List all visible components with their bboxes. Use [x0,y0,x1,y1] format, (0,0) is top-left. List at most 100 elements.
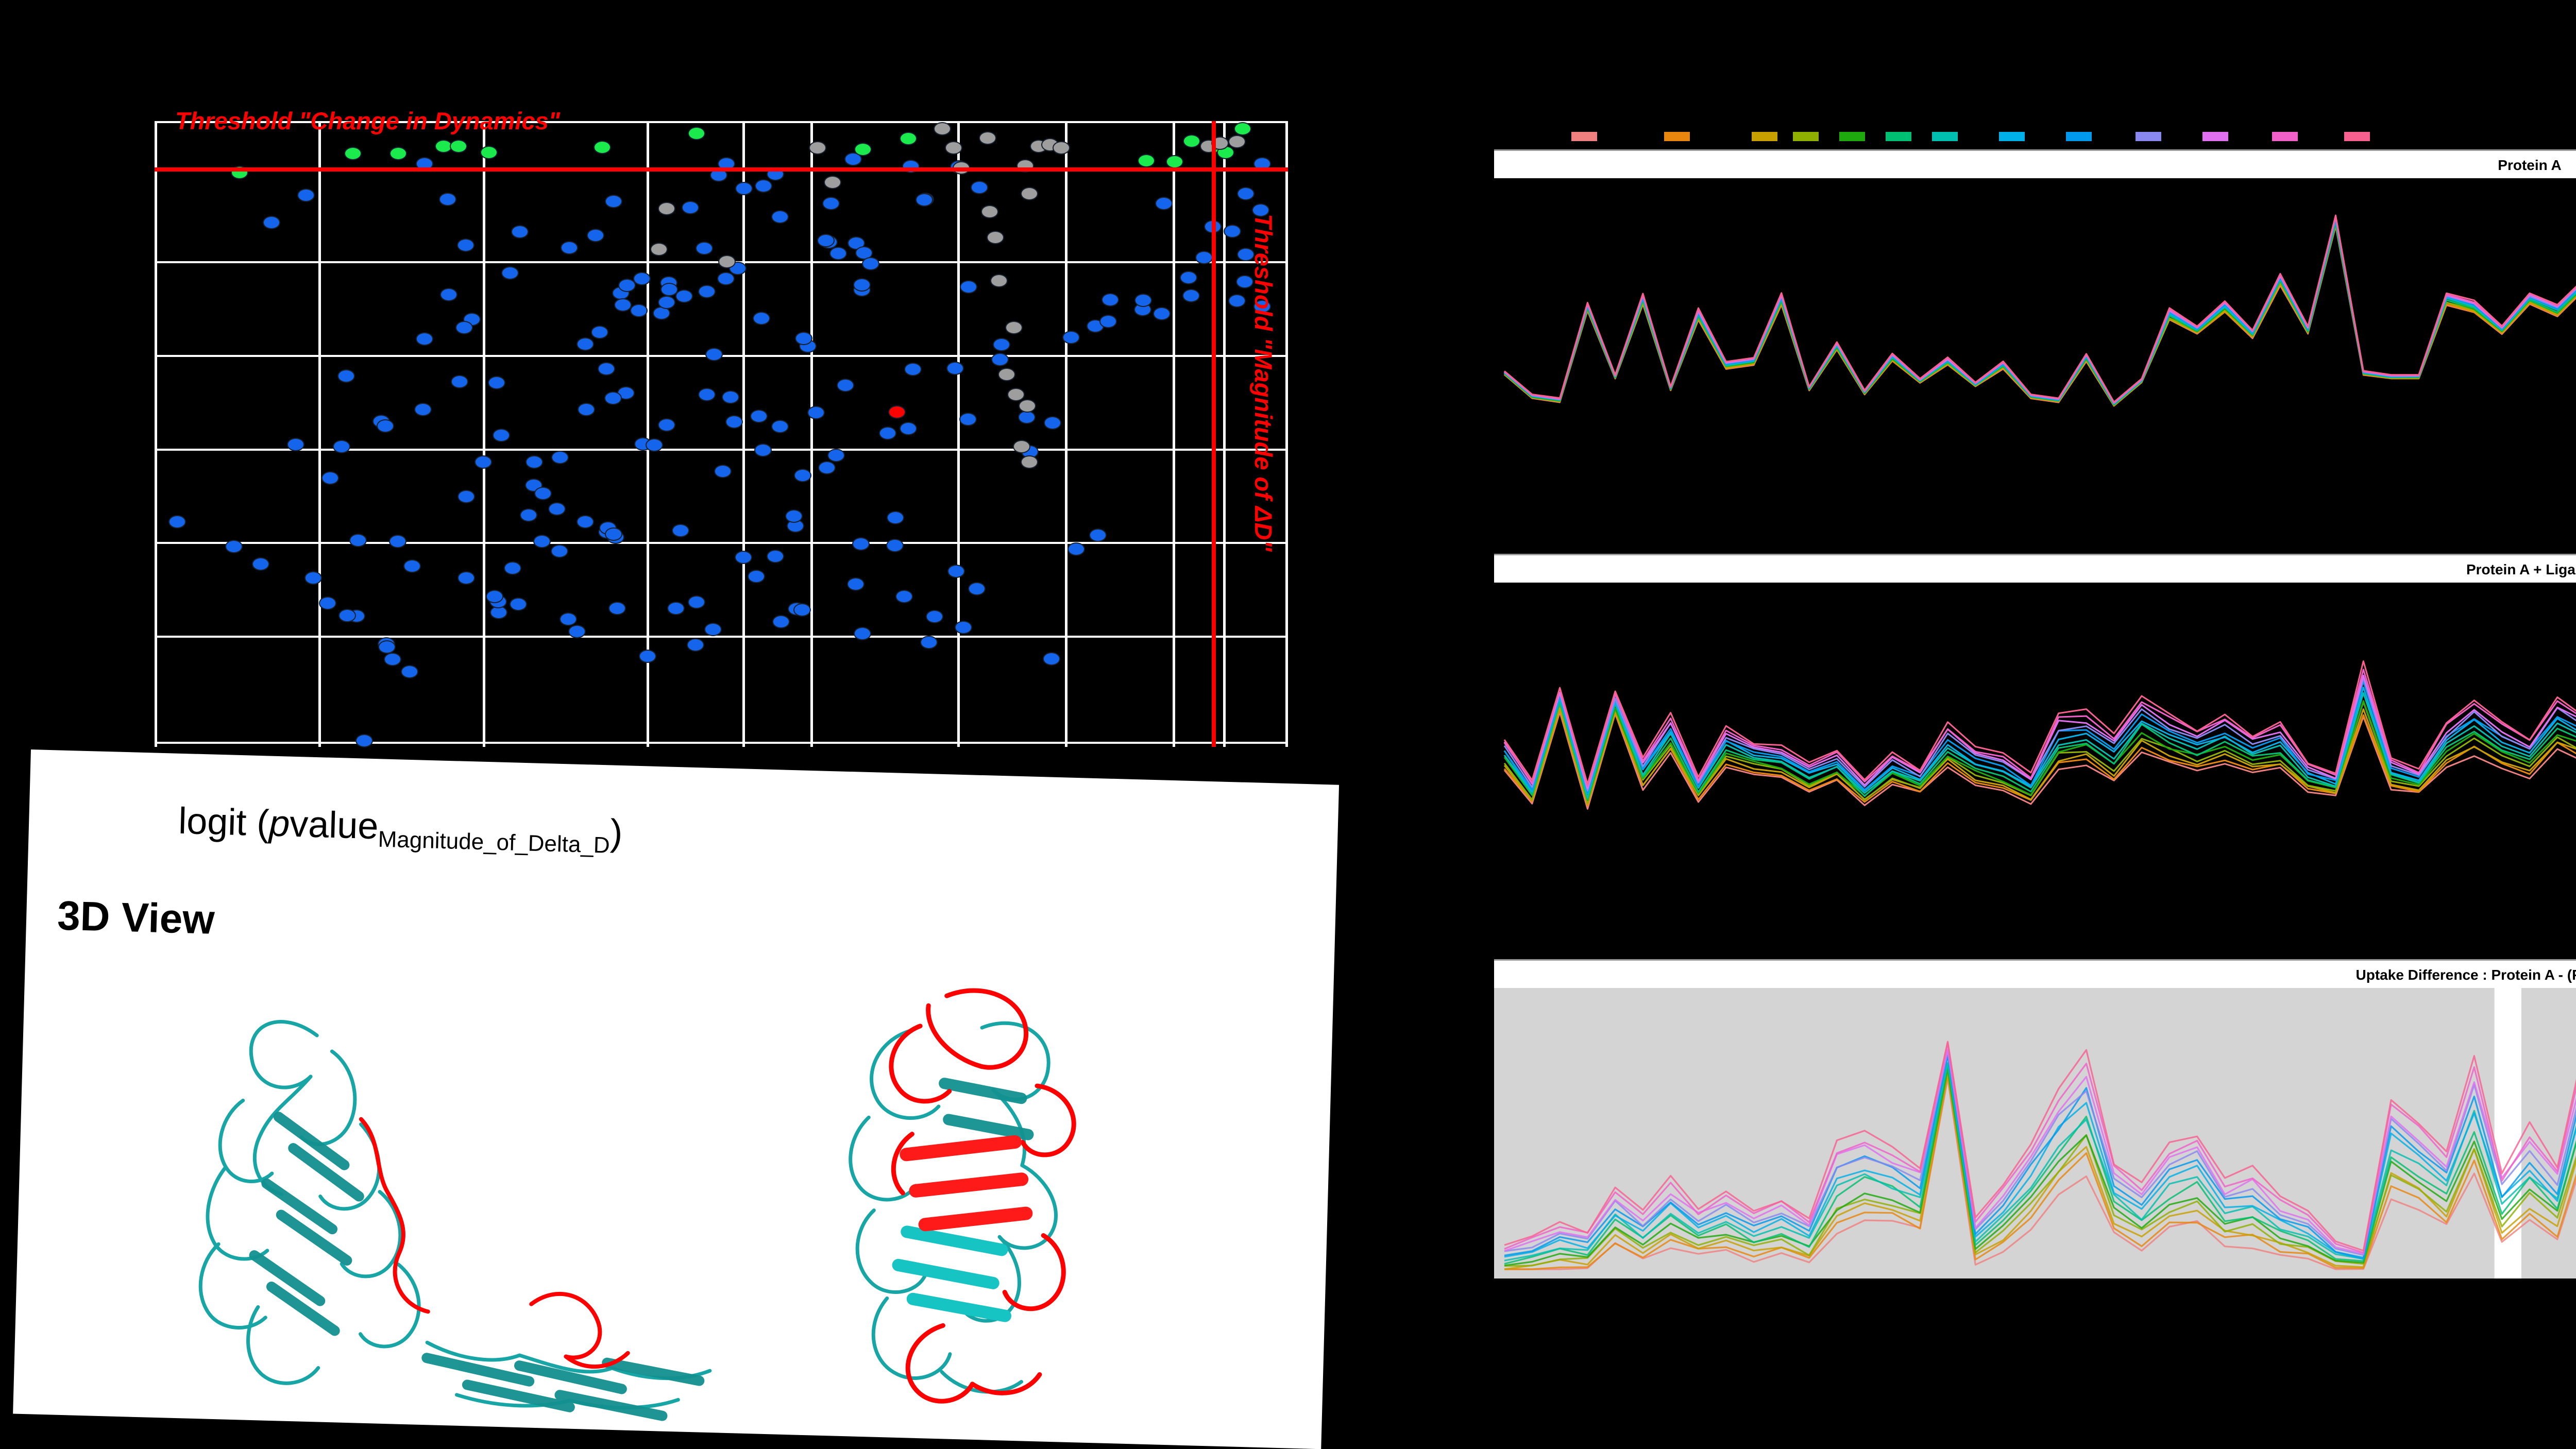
trace-line [1503,709,2576,807]
volcano-point [987,230,1005,244]
trace-plot-uptake-difference[interactable] [1494,988,2576,1278]
legend-swatch-12[interactable] [2272,132,2298,141]
volcano-point [688,595,706,609]
volcano-point [577,402,595,416]
vertical-gridline [1285,121,1288,747]
volcano-point [344,147,362,161]
legend-swatch-1[interactable] [1571,132,1597,141]
trace-line [1503,677,2576,792]
legend-swatch-8[interactable] [1999,132,2025,141]
volcano-point [321,471,339,485]
volcano-point [440,287,458,301]
volcano-point [333,439,350,453]
vertical-gridline [1065,121,1067,747]
volcano-point [286,438,304,452]
volcano-point [551,450,569,464]
volcano-point [355,734,373,747]
volcano-point [401,665,418,679]
legend-swatch-5[interactable] [1839,132,1865,141]
volcano-point [486,590,503,604]
legend-swatch-9[interactable] [2066,132,2092,141]
panel-protein-a[interactable]: Protein A [1494,149,2576,417]
volcano-point [1234,122,1251,135]
volcano-point [955,621,973,635]
legend-swatch-13[interactable] [2344,132,2370,141]
volcano-point [349,533,367,547]
volcano-point [591,326,609,339]
horizontal-gridline [155,636,1288,638]
trace-line [1503,660,2576,785]
legend-swatch-2[interactable] [1664,132,1690,141]
volcano-point [252,557,270,571]
panel-title-protein-a-ligand: Protein A + Ligand [1494,554,2576,586]
volcano-point [597,362,615,376]
legend-swatch-10[interactable] [2136,132,2161,141]
volcano-point [1043,652,1061,666]
volcano-point [657,295,675,309]
volcano-point [650,243,668,257]
volcano-point [1224,225,1242,238]
volcano-point [772,615,790,628]
volcano-point [614,298,632,312]
volcano-point [474,455,492,469]
volcano-point [449,139,467,153]
xlabel-p: p [268,803,291,845]
volcano-point [1134,293,1152,307]
volcano-point [1236,275,1254,288]
volcano-point [998,368,1016,382]
volcano-point [318,596,336,610]
xlabel-suffix: ) [609,812,623,854]
volcano-point [388,534,406,548]
trace-line [1504,214,2576,403]
volcano-point [605,194,622,208]
volcano-point [1062,330,1080,344]
volcano-point [304,571,322,585]
volcano-point [854,142,872,156]
trace-line [1503,687,2576,794]
volcano-point [771,420,789,434]
three-d-view-card[interactable]: logit (pvalueMagnitude_of_Delta_D) 3D Vi… [13,749,1340,1449]
volcano-point [991,353,1009,367]
volcano-point [827,449,845,463]
volcano-point [767,549,785,563]
legend-swatch-11[interactable] [2202,132,2228,141]
volcano-point [403,559,421,573]
volcano-point [416,332,434,346]
volcano-point [915,193,933,207]
trace-plot-protein-a-ligand[interactable] [1494,583,2576,822]
volcano-point [457,490,475,503]
vertical-gridline [957,121,960,747]
volcano-point [1236,187,1255,201]
volcano-point [920,636,938,650]
volcano-point [853,278,871,292]
volcano-point [1182,289,1200,303]
volcano-plot[interactable]: Threshold "Change in Dynamics" Threshold… [106,107,1288,789]
volcano-point [605,527,622,541]
legend-swatch-3[interactable] [1752,132,1777,141]
volcano-point [714,465,732,479]
legend-swatch-6[interactable] [1886,132,1911,141]
volcano-point [822,196,840,210]
panel-protein-a-ligand[interactable]: Protein A + Ligand [1494,554,2576,822]
threshold-dynamics-label: Threshold "Change in Dynamics" [175,107,561,134]
volcano-point [959,413,977,427]
volcano-point [608,601,626,615]
volcano-point [457,238,475,252]
volcano-point [511,225,529,239]
legend-swatch-7[interactable] [1932,132,1958,141]
volcano-point [968,582,986,596]
legend-swatch-4[interactable] [1793,132,1819,141]
volcano-point [438,193,456,207]
volcano-point [750,410,768,423]
xlabel-value: value [289,803,379,847]
volcano-point [533,534,551,548]
volcano-point [818,461,836,474]
volcano-point [168,515,186,529]
panel-uptake-difference[interactable]: Uptake Difference : Protein A - (Protein… [1494,959,2576,1278]
volcano-point [1195,250,1213,264]
volcano-point [990,274,1008,287]
trace-line [1503,700,2576,801]
trace-plot-protein-a[interactable] [1494,178,2576,417]
volcano-point [785,509,803,523]
volcano-point [577,515,594,529]
